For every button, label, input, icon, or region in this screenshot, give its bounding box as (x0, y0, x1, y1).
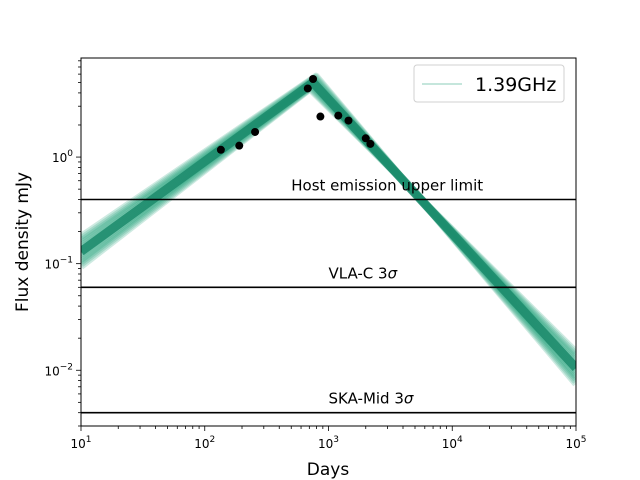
model-realisation-line (81, 75, 576, 379)
model-realisation-line (81, 79, 576, 370)
observation-points (216, 75, 375, 154)
legend-frame (413, 64, 565, 103)
observation-point (251, 127, 260, 136)
reference-line-label-text: VLA-C 3 (329, 264, 388, 282)
reference-line-label-text: SKA-Mid 3 (329, 390, 404, 408)
y-tick-label-exponent: 0 (67, 149, 73, 159)
model-realisation-line (81, 72, 576, 387)
reference-line-label-sigma: σ (388, 264, 398, 282)
x-tick-label: 103 (318, 435, 339, 451)
model-realisation-line (81, 74, 576, 382)
reference-line-label-sigma: σ (404, 390, 414, 408)
y-tick-label-base: 10 (52, 151, 67, 165)
x-tick-label-base: 10 (194, 437, 209, 451)
reference-line-label-text: Host emission upper limit (291, 176, 483, 194)
model-realisation-line (81, 83, 576, 360)
model-realisation-line (81, 73, 576, 384)
reference-line-label: VLA-C 3σ (329, 264, 398, 282)
model-realisation-line (81, 78, 576, 372)
y-tick-label: 10−1 (44, 256, 73, 272)
observation-point (344, 116, 353, 125)
x-tick-label-exponent: 3 (333, 435, 339, 445)
x-tick-label-base: 10 (442, 437, 457, 451)
model-band (81, 72, 576, 387)
legend: 1.39GHz (413, 64, 565, 103)
x-tick-label: 105 (565, 435, 586, 451)
model-realisation-line (81, 84, 576, 357)
x-tick-label-exponent: 1 (86, 435, 92, 445)
x-tick-label-exponent: 2 (210, 435, 216, 445)
observation-point (303, 84, 312, 93)
y-tick-label-exponent: −1 (60, 256, 73, 266)
x-tick-label-base: 10 (565, 437, 580, 451)
observation-point (316, 112, 325, 121)
model-realisation-line (81, 77, 576, 375)
x-tick-label-exponent: 4 (457, 435, 463, 445)
y-tick-label-base: 10 (44, 258, 59, 272)
x-tick-label-exponent: 5 (581, 435, 587, 445)
reference-line-label: SKA-Mid 3σ (329, 390, 414, 408)
y-tick-label-base: 10 (44, 364, 59, 378)
x-tick-label-base: 10 (318, 437, 333, 451)
x-axis-label: Days (307, 460, 350, 480)
observation-point (235, 141, 244, 150)
model-realisation-line (81, 76, 576, 377)
x-tick-label: 101 (70, 435, 91, 451)
legend-label: 1.39GHz (475, 74, 556, 96)
y-tick-label-exponent: −2 (60, 362, 73, 372)
y-tick-label: 100 (52, 149, 73, 165)
x-tick-label-base: 10 (70, 437, 85, 451)
model-realisation-line (81, 81, 576, 365)
x-tick-label: 102 (194, 435, 215, 451)
observation-point (309, 75, 318, 84)
model-median-line (81, 78, 576, 372)
y-tick-label: 10−2 (44, 362, 73, 378)
reference-line-label: Host emission upper limit (291, 176, 483, 194)
observation-point (216, 145, 225, 154)
y-axis-label: Flux density mJy (13, 172, 33, 312)
model-realisation-line (81, 85, 576, 355)
model-realisation-line (81, 82, 576, 362)
observation-point (334, 111, 343, 120)
model-realisation-line (81, 80, 576, 367)
x-tick-label: 104 (442, 435, 463, 451)
observation-point (361, 134, 370, 143)
observation-point (366, 139, 375, 148)
plot-frame (80, 57, 577, 427)
